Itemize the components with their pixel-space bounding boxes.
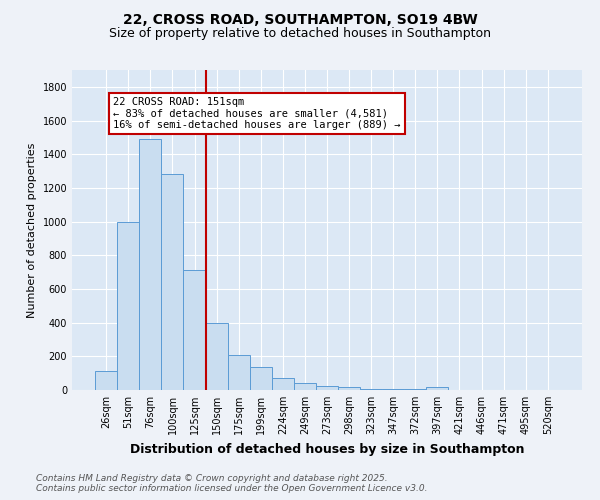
Bar <box>360 388 382 390</box>
Bar <box>382 389 404 390</box>
Bar <box>250 368 272 390</box>
Bar <box>206 322 227 390</box>
Text: Contains public sector information licensed under the Open Government Licence v3: Contains public sector information licen… <box>36 484 427 493</box>
Bar <box>427 388 448 390</box>
Bar <box>139 139 161 390</box>
Bar <box>272 378 294 390</box>
Text: 22 CROSS ROAD: 151sqm
← 83% of detached houses are smaller (4,581)
16% of semi-d: 22 CROSS ROAD: 151sqm ← 83% of detached … <box>113 97 400 130</box>
X-axis label: Distribution of detached houses by size in Southampton: Distribution of detached houses by size … <box>130 442 524 456</box>
Bar <box>184 270 206 390</box>
Bar <box>316 386 338 390</box>
Text: Size of property relative to detached houses in Southampton: Size of property relative to detached ho… <box>109 28 491 40</box>
Bar <box>161 174 184 390</box>
Text: Contains HM Land Registry data © Crown copyright and database right 2025.: Contains HM Land Registry data © Crown c… <box>36 474 388 483</box>
Bar <box>294 384 316 390</box>
Bar <box>95 372 117 390</box>
Y-axis label: Number of detached properties: Number of detached properties <box>27 142 37 318</box>
Bar <box>338 388 360 390</box>
Bar <box>117 222 139 390</box>
Text: 22, CROSS ROAD, SOUTHAMPTON, SO19 4BW: 22, CROSS ROAD, SOUTHAMPTON, SO19 4BW <box>122 12 478 26</box>
Bar <box>227 354 250 390</box>
